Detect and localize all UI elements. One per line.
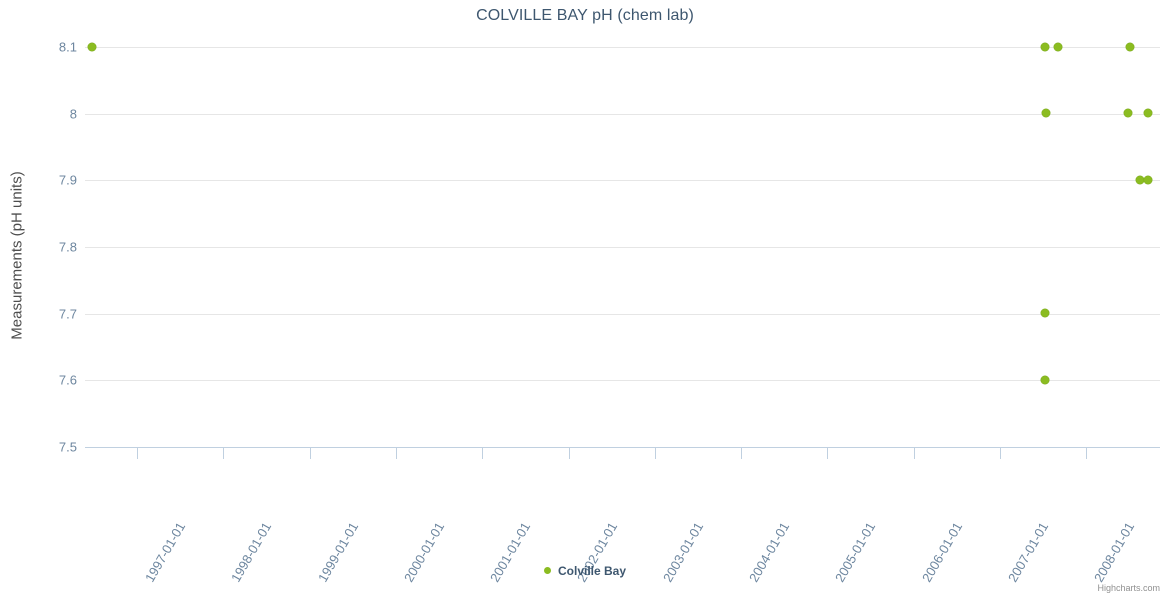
y-axis-tick-label: 7.5 (58, 439, 77, 455)
gridline-y (85, 113, 1160, 115)
x-axis-tickmark (827, 448, 829, 459)
x-axis-tickmark (913, 448, 915, 459)
x-axis-tick-label: 2003-01-01 (660, 462, 739, 585)
legend-marker-icon (543, 566, 551, 574)
x-axis-tickmark (395, 448, 397, 459)
chart-title: COLVILLE BAY pH (chem lab) (476, 7, 694, 24)
x-axis-tickmark (223, 448, 225, 459)
data-point-marker[interactable] (1041, 376, 1049, 384)
data-point-marker[interactable] (1124, 109, 1132, 117)
x-axis-tick-label: 1998-01-01 (228, 462, 308, 585)
x-axis-line (85, 447, 1160, 448)
gridline-y (85, 47, 1160, 48)
legend-item-label: Colville Bay (557, 564, 627, 579)
gridline-y (85, 380, 1160, 382)
x-axis-tick-label: 2004-01-01 (746, 462, 825, 585)
legend-item[interactable]: Colville Bay (543, 563, 627, 579)
gridline-y (85, 313, 1160, 315)
data-point-marker[interactable] (1126, 43, 1134, 51)
x-axis-tickmark (482, 448, 484, 459)
data-point-marker[interactable] (1136, 176, 1144, 184)
x-axis-tickmark (568, 448, 570, 459)
x-axis-tick-label: 2000-01-01 (401, 462, 480, 585)
x-axis-tick-label: 1997-01-01 (142, 462, 221, 585)
x-axis-tickmark (137, 448, 138, 459)
x-axis-tick-label: 2005-01-01 (832, 462, 912, 585)
chart-legend: Colville Bay (0, 563, 1170, 578)
data-point-marker[interactable] (1042, 109, 1050, 117)
x-axis-tickmark (741, 448, 743, 459)
x-axis-tickmark (309, 448, 311, 459)
data-point-marker[interactable] (1054, 43, 1062, 51)
x-axis-tick-label: 2001-01-01 (487, 462, 566, 585)
gridline-y (85, 180, 1160, 182)
data-point-marker[interactable] (1144, 176, 1152, 184)
data-point-marker[interactable] (1041, 43, 1049, 51)
x-axis-tick-label: 2002-01-01 (574, 462, 653, 585)
x-axis-tickmark (654, 448, 656, 459)
data-point-marker[interactable] (88, 43, 96, 51)
y-axis-tick-label: 8.1 (58, 39, 77, 55)
gridline-y (85, 247, 1160, 248)
y-axis-tick-label: 7.6 (58, 372, 77, 388)
y-axis-tick-label: 8 (69, 106, 77, 122)
x-axis-tick-label: 2006-01-01 (919, 462, 998, 585)
x-axis-tickmark (1086, 448, 1088, 459)
y-axis-labels: 8.1 8 7.9 7.8 7.7 7.6 7.5 (0, 0, 77, 600)
plot-area (85, 43, 1160, 448)
x-axis-tick-label: 2008-01-01 (1091, 462, 1170, 585)
x-axis-tick-label: 1999-01-01 (315, 462, 394, 585)
credits-label: Highcharts.com (1097, 583, 1160, 593)
x-axis-tickmark (1000, 448, 1001, 459)
x-axis-tick-label: 2007-01-01 (1005, 462, 1084, 585)
data-point-marker[interactable] (1041, 309, 1049, 317)
y-axis-tick-label: 7.8 (58, 239, 77, 255)
data-point-marker[interactable] (1144, 109, 1152, 117)
y-axis-tick-label: 7.7 (58, 306, 77, 322)
y-axis-tick-label: 7.9 (58, 172, 77, 188)
